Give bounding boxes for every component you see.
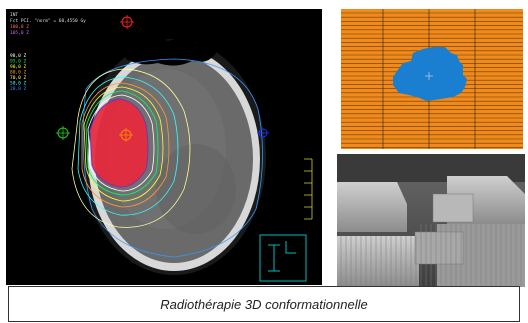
caption-box: Radiothérapie 3D conformationnelle <box>8 286 520 322</box>
reference-mark-top <box>120 15 134 29</box>
isodose-legend-item: 20,0 Z <box>10 86 27 92</box>
ct-header-line4: 105,0 Z <box>10 30 29 36</box>
ct-dose-view: INT Fct PCI. "norm" = 60,4550 Gy 100,0 Z… <box>6 9 322 285</box>
mlc-aperture <box>393 47 467 101</box>
ct-scan-image: INT Fct PCI. "norm" = 60,4550 Gy 100,0 Z… <box>10 12 313 282</box>
orientation-indicator <box>259 234 307 282</box>
ptv-target-volume <box>90 99 148 187</box>
mlc-leaf-lines <box>341 12 523 148</box>
ct-header-line2: Fct PCI. "norm" = 60,4550 Gy <box>10 18 86 24</box>
collimator-photo-image <box>337 154 525 287</box>
reference-mark-right <box>257 128 269 138</box>
caption-text: Radiothérapie 3D conformationnelle <box>160 296 368 312</box>
mlc-beams-eye-view <box>341 9 523 149</box>
isodose-legend-item: 95,0 Z <box>10 59 27 65</box>
isocenter-marker <box>119 128 133 142</box>
ct-header-line3: 100,0 Z <box>10 24 29 30</box>
scale-ruler <box>304 158 313 220</box>
isodose-legend-item: 98,0 Z <box>10 53 27 59</box>
air-cavity <box>124 38 216 66</box>
body-contour <box>82 58 263 258</box>
isodose-legend-item: 50,0 Z <box>10 81 27 87</box>
isodose-legend-item: 80,0 Z <box>10 70 27 76</box>
isodose-lines <box>71 68 191 228</box>
mlc-field-image <box>341 9 523 149</box>
reference-mark-left <box>56 126 70 140</box>
mlc-center-cross <box>425 72 433 80</box>
isodose-legend-item: 90,0 Z <box>10 64 27 70</box>
collimator-photo <box>337 154 525 287</box>
isodose-legend: 98,0 Z95,0 Z90,0 Z80,0 Z70,0 Z50,0 Z20,0… <box>10 53 27 92</box>
ct-header-line1: INT <box>10 12 18 18</box>
isodose-legend-item: 70,0 Z <box>10 75 27 81</box>
